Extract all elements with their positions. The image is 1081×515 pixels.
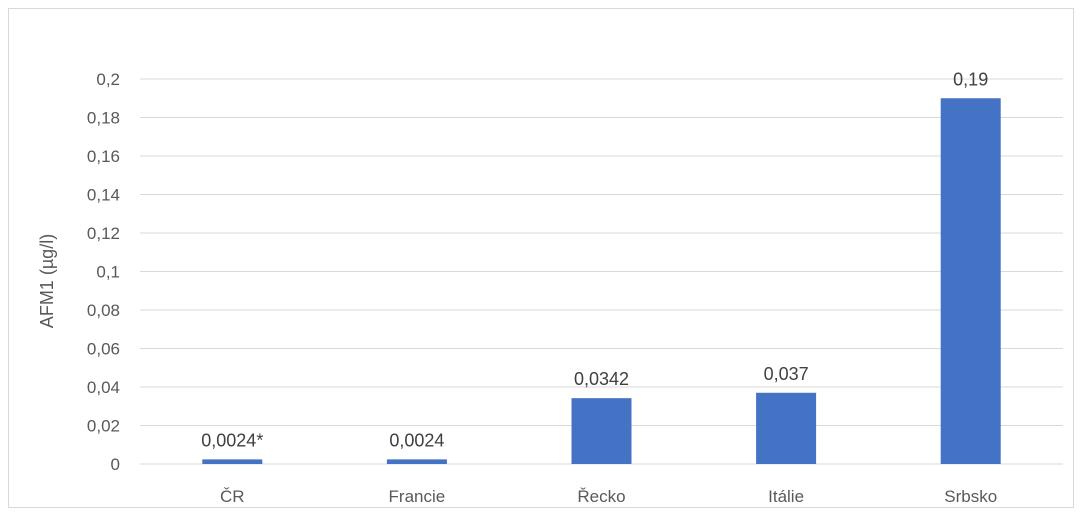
x-tick-label: Itálie <box>768 487 804 506</box>
x-tick-label: Francie <box>389 487 446 506</box>
x-tick-label: Srbsko <box>944 487 997 506</box>
y-tick-label: 0,18 <box>87 109 120 128</box>
y-axis-ticks: 0 0,02 0,04 0,06 0,08 0,1 0,12 0,14 0,16 0,18 0,2 <box>87 70 120 474</box>
y-tick-label: 0,02 <box>87 417 120 436</box>
bar <box>940 98 1001 464</box>
y-tick-label: 0,14 <box>87 186 120 205</box>
chart-frame <box>8 8 1074 508</box>
bar <box>571 398 632 464</box>
data-label: 0,0024 <box>389 430 444 450</box>
bar <box>386 459 447 464</box>
x-tick-label: Řecko <box>577 487 625 506</box>
y-tick-label: 0,12 <box>87 224 120 243</box>
data-label: 0,19 <box>953 69 988 89</box>
y-tick-label: 0,06 <box>87 340 120 359</box>
x-tick-label: ČR <box>220 487 245 506</box>
bars <box>202 98 1001 464</box>
grid-lines <box>140 78 1063 465</box>
y-tick-label: 0 <box>111 455 120 474</box>
y-axis-label: AFM1 (µg/l) <box>37 234 57 328</box>
bar <box>756 392 817 464</box>
data-label: 0,0342 <box>574 369 629 389</box>
x-axis-ticks: ČR Francie Řecko Itálie Srbsko <box>220 487 997 506</box>
y-tick-label: 0,04 <box>87 378 120 397</box>
y-tick-label: 0,1 <box>96 263 120 282</box>
y-tick-label: 0,16 <box>87 147 120 166</box>
bar <box>202 459 263 464</box>
y-tick-label: 0,08 <box>87 301 120 320</box>
y-tick-label: 0,2 <box>96 70 120 89</box>
data-label: 0,0024* <box>201 430 263 450</box>
data-label: 0,037 <box>764 364 809 384</box>
data-labels: 0,0024* 0,0024 0,0342 0,037 0,19 <box>201 69 988 450</box>
